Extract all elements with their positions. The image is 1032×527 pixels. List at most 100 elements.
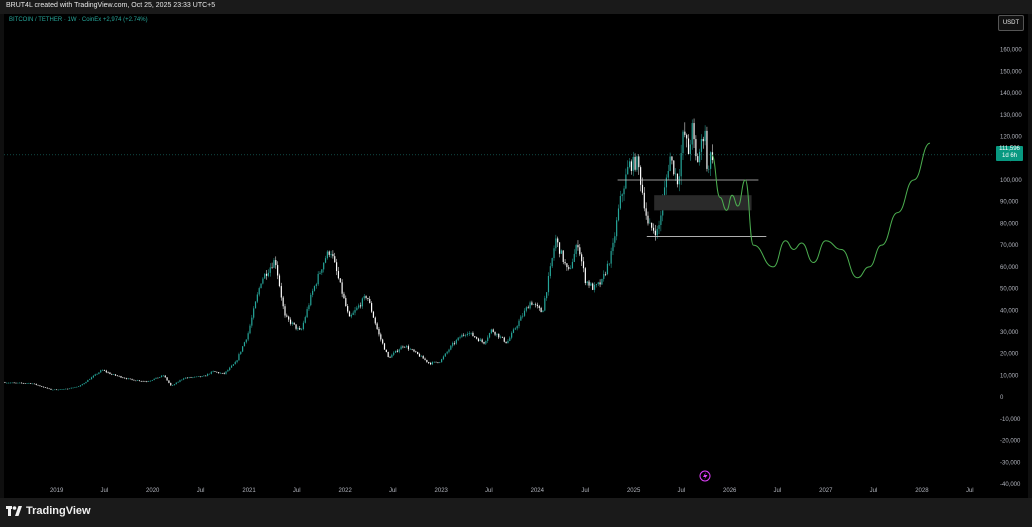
candle-body bbox=[698, 151, 701, 163]
candle-body bbox=[444, 353, 446, 357]
candle-body bbox=[417, 351, 419, 355]
candle-body bbox=[59, 389, 61, 390]
candle-body bbox=[100, 370, 102, 373]
candle-body bbox=[429, 363, 432, 365]
candle-body bbox=[78, 386, 80, 387]
candle-body bbox=[380, 334, 382, 340]
candle-body bbox=[398, 349, 400, 352]
candle-body bbox=[103, 370, 106, 371]
lightning-icon[interactable] bbox=[699, 470, 711, 482]
y-tick-label: 20,000 bbox=[1000, 352, 1019, 358]
candle-body bbox=[468, 333, 470, 334]
candle-body bbox=[203, 375, 205, 377]
x-tick-label: 2025 bbox=[627, 488, 641, 494]
candle-body bbox=[487, 337, 489, 341]
candle-body bbox=[6, 382, 8, 384]
candle-body bbox=[603, 274, 605, 279]
candle-body bbox=[44, 387, 47, 388]
candle-body bbox=[669, 156, 671, 171]
candle-body bbox=[558, 242, 561, 254]
candle-body bbox=[520, 316, 522, 321]
candle-body bbox=[116, 375, 118, 377]
candle-body bbox=[50, 388, 52, 390]
candle-body bbox=[94, 374, 96, 376]
candle-body bbox=[72, 387, 74, 389]
candle-body bbox=[544, 298, 546, 311]
candle-body bbox=[464, 335, 467, 336]
candle-body bbox=[345, 298, 347, 307]
candle-body bbox=[654, 230, 656, 236]
candle-body bbox=[406, 346, 408, 348]
candle-body bbox=[170, 382, 172, 386]
candle-body bbox=[328, 251, 330, 255]
candle-body bbox=[415, 351, 417, 353]
candle-body bbox=[171, 385, 174, 386]
candle-body bbox=[404, 346, 406, 348]
candle-body bbox=[249, 325, 251, 334]
candle-body bbox=[304, 317, 306, 323]
candle-body bbox=[367, 297, 369, 299]
candle-body bbox=[652, 227, 655, 231]
candle-body bbox=[20, 382, 23, 384]
x-axis: 2019 Jul 2020 Jul 2021 Jul 2022 Jul 2023 Jul 2024 J… bbox=[50, 488, 974, 494]
candle-body bbox=[151, 379, 153, 381]
candle-body bbox=[448, 349, 450, 352]
chart-frame[interactable] bbox=[4, 14, 1028, 498]
candle-body bbox=[11, 382, 13, 384]
candle-body bbox=[127, 378, 129, 380]
candle-body bbox=[288, 316, 290, 320]
candle-body bbox=[498, 333, 500, 338]
candle-body bbox=[308, 305, 310, 310]
candle-body bbox=[509, 337, 511, 341]
candle-body bbox=[138, 380, 141, 382]
candle-body bbox=[181, 379, 183, 381]
candle-body bbox=[686, 134, 688, 139]
candle-body bbox=[4, 382, 6, 383]
candle-body bbox=[358, 305, 360, 308]
candle-body bbox=[256, 294, 258, 302]
candle-body bbox=[400, 346, 402, 350]
candle-body bbox=[453, 343, 456, 344]
candle-body bbox=[676, 173, 679, 185]
candle-body bbox=[612, 242, 614, 252]
candle-body bbox=[28, 383, 30, 384]
symbol-info[interactable]: BITCOIN / TETHER · 1W · CoinEx +2,974 (+… bbox=[9, 17, 148, 23]
candle-body bbox=[306, 309, 308, 318]
candle-body bbox=[242, 346, 244, 352]
candle-body bbox=[407, 346, 410, 350]
candle-body bbox=[641, 184, 644, 193]
candle-body bbox=[411, 349, 413, 350]
candle-body bbox=[514, 328, 516, 330]
projection-line bbox=[711, 142, 931, 279]
candle-body bbox=[393, 352, 395, 355]
tradingview-brand: TradingView bbox=[26, 505, 91, 517]
candle-body bbox=[54, 389, 56, 391]
candle-body bbox=[332, 254, 334, 257]
x-tick-label: Jul bbox=[581, 488, 589, 494]
candle-body bbox=[396, 350, 398, 352]
candle-body bbox=[579, 247, 581, 255]
candle-body bbox=[251, 317, 253, 326]
candle-body bbox=[527, 307, 529, 309]
candle-body bbox=[413, 349, 415, 352]
candle-body bbox=[22, 383, 24, 384]
candle-body bbox=[153, 378, 155, 380]
tradingview-logo[interactable]: TradingView bbox=[6, 505, 91, 517]
candle-body bbox=[247, 333, 249, 340]
candle-body bbox=[310, 294, 312, 306]
candle-body bbox=[605, 274, 607, 275]
x-tick-label: 2019 bbox=[50, 488, 64, 494]
candle-body bbox=[459, 337, 461, 338]
currency-button[interactable]: USDT bbox=[998, 15, 1024, 31]
candle-body bbox=[324, 258, 327, 263]
x-tick-label: 2020 bbox=[146, 488, 160, 494]
candle-body bbox=[663, 187, 666, 200]
candle-body bbox=[9, 382, 12, 384]
candle-body bbox=[142, 381, 144, 382]
candle-body bbox=[523, 310, 526, 316]
candle-body bbox=[216, 371, 218, 373]
candle-body bbox=[383, 343, 386, 350]
candle-body bbox=[680, 153, 682, 177]
candle-body bbox=[269, 267, 271, 273]
